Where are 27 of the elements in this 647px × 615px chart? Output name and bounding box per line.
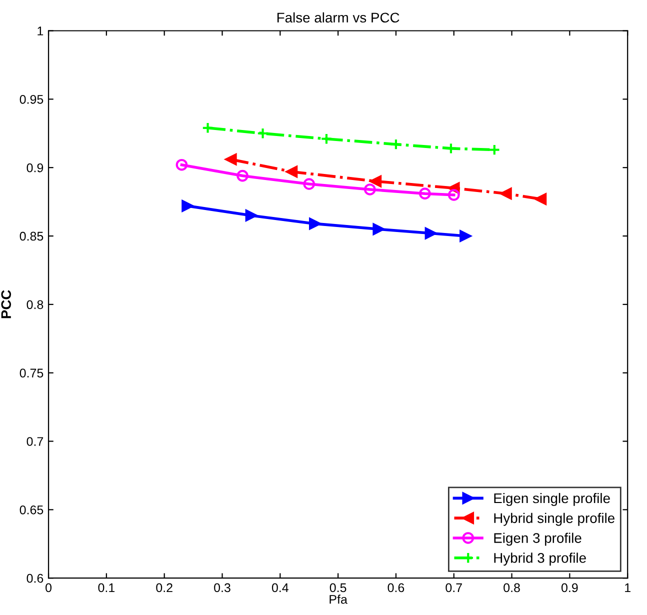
x-tick-label: 0.4 xyxy=(272,583,288,592)
x-tick-label: 0 xyxy=(46,583,52,592)
x-axis-title: Pfa xyxy=(330,594,348,604)
y-tick-label: 0.95 xyxy=(20,94,44,104)
x-tick-label: 0.2 xyxy=(156,583,172,592)
y-tick-label: 0.6 xyxy=(26,574,44,583)
x-tick-label: 0.3 xyxy=(214,583,230,592)
y-tick-label: 1 xyxy=(38,26,44,36)
y-tick-label: 0.9 xyxy=(26,163,44,172)
chart-title: False alarm vs PCC xyxy=(277,12,400,23)
x-tick-label: 0.6 xyxy=(388,583,404,592)
y-tick-label: 0.8 xyxy=(26,300,44,310)
x-tick-label: 0.7 xyxy=(446,583,462,592)
x-tick-label: 0.1 xyxy=(98,583,115,592)
legend-label: Eigen single profile xyxy=(494,492,610,506)
x-tick-label: 0.9 xyxy=(561,583,578,592)
x-tick-label: 1 xyxy=(625,583,630,592)
legend-label: Hybrid 3 profile xyxy=(494,552,586,566)
x-tick-label: 0.5 xyxy=(330,583,346,592)
y-tick-label: 0.75 xyxy=(20,368,44,378)
legend-label: Eigen 3 profile xyxy=(494,532,582,546)
y-tick-label: 0.7 xyxy=(26,437,44,446)
legend-label: Hybrid single profile xyxy=(494,512,614,526)
y-axis-title: PCC xyxy=(1,290,12,318)
y-tick-label: 0.85 xyxy=(20,232,44,241)
y-tick-label: 0.65 xyxy=(20,505,44,514)
x-tick-label: 0.8 xyxy=(504,583,520,592)
